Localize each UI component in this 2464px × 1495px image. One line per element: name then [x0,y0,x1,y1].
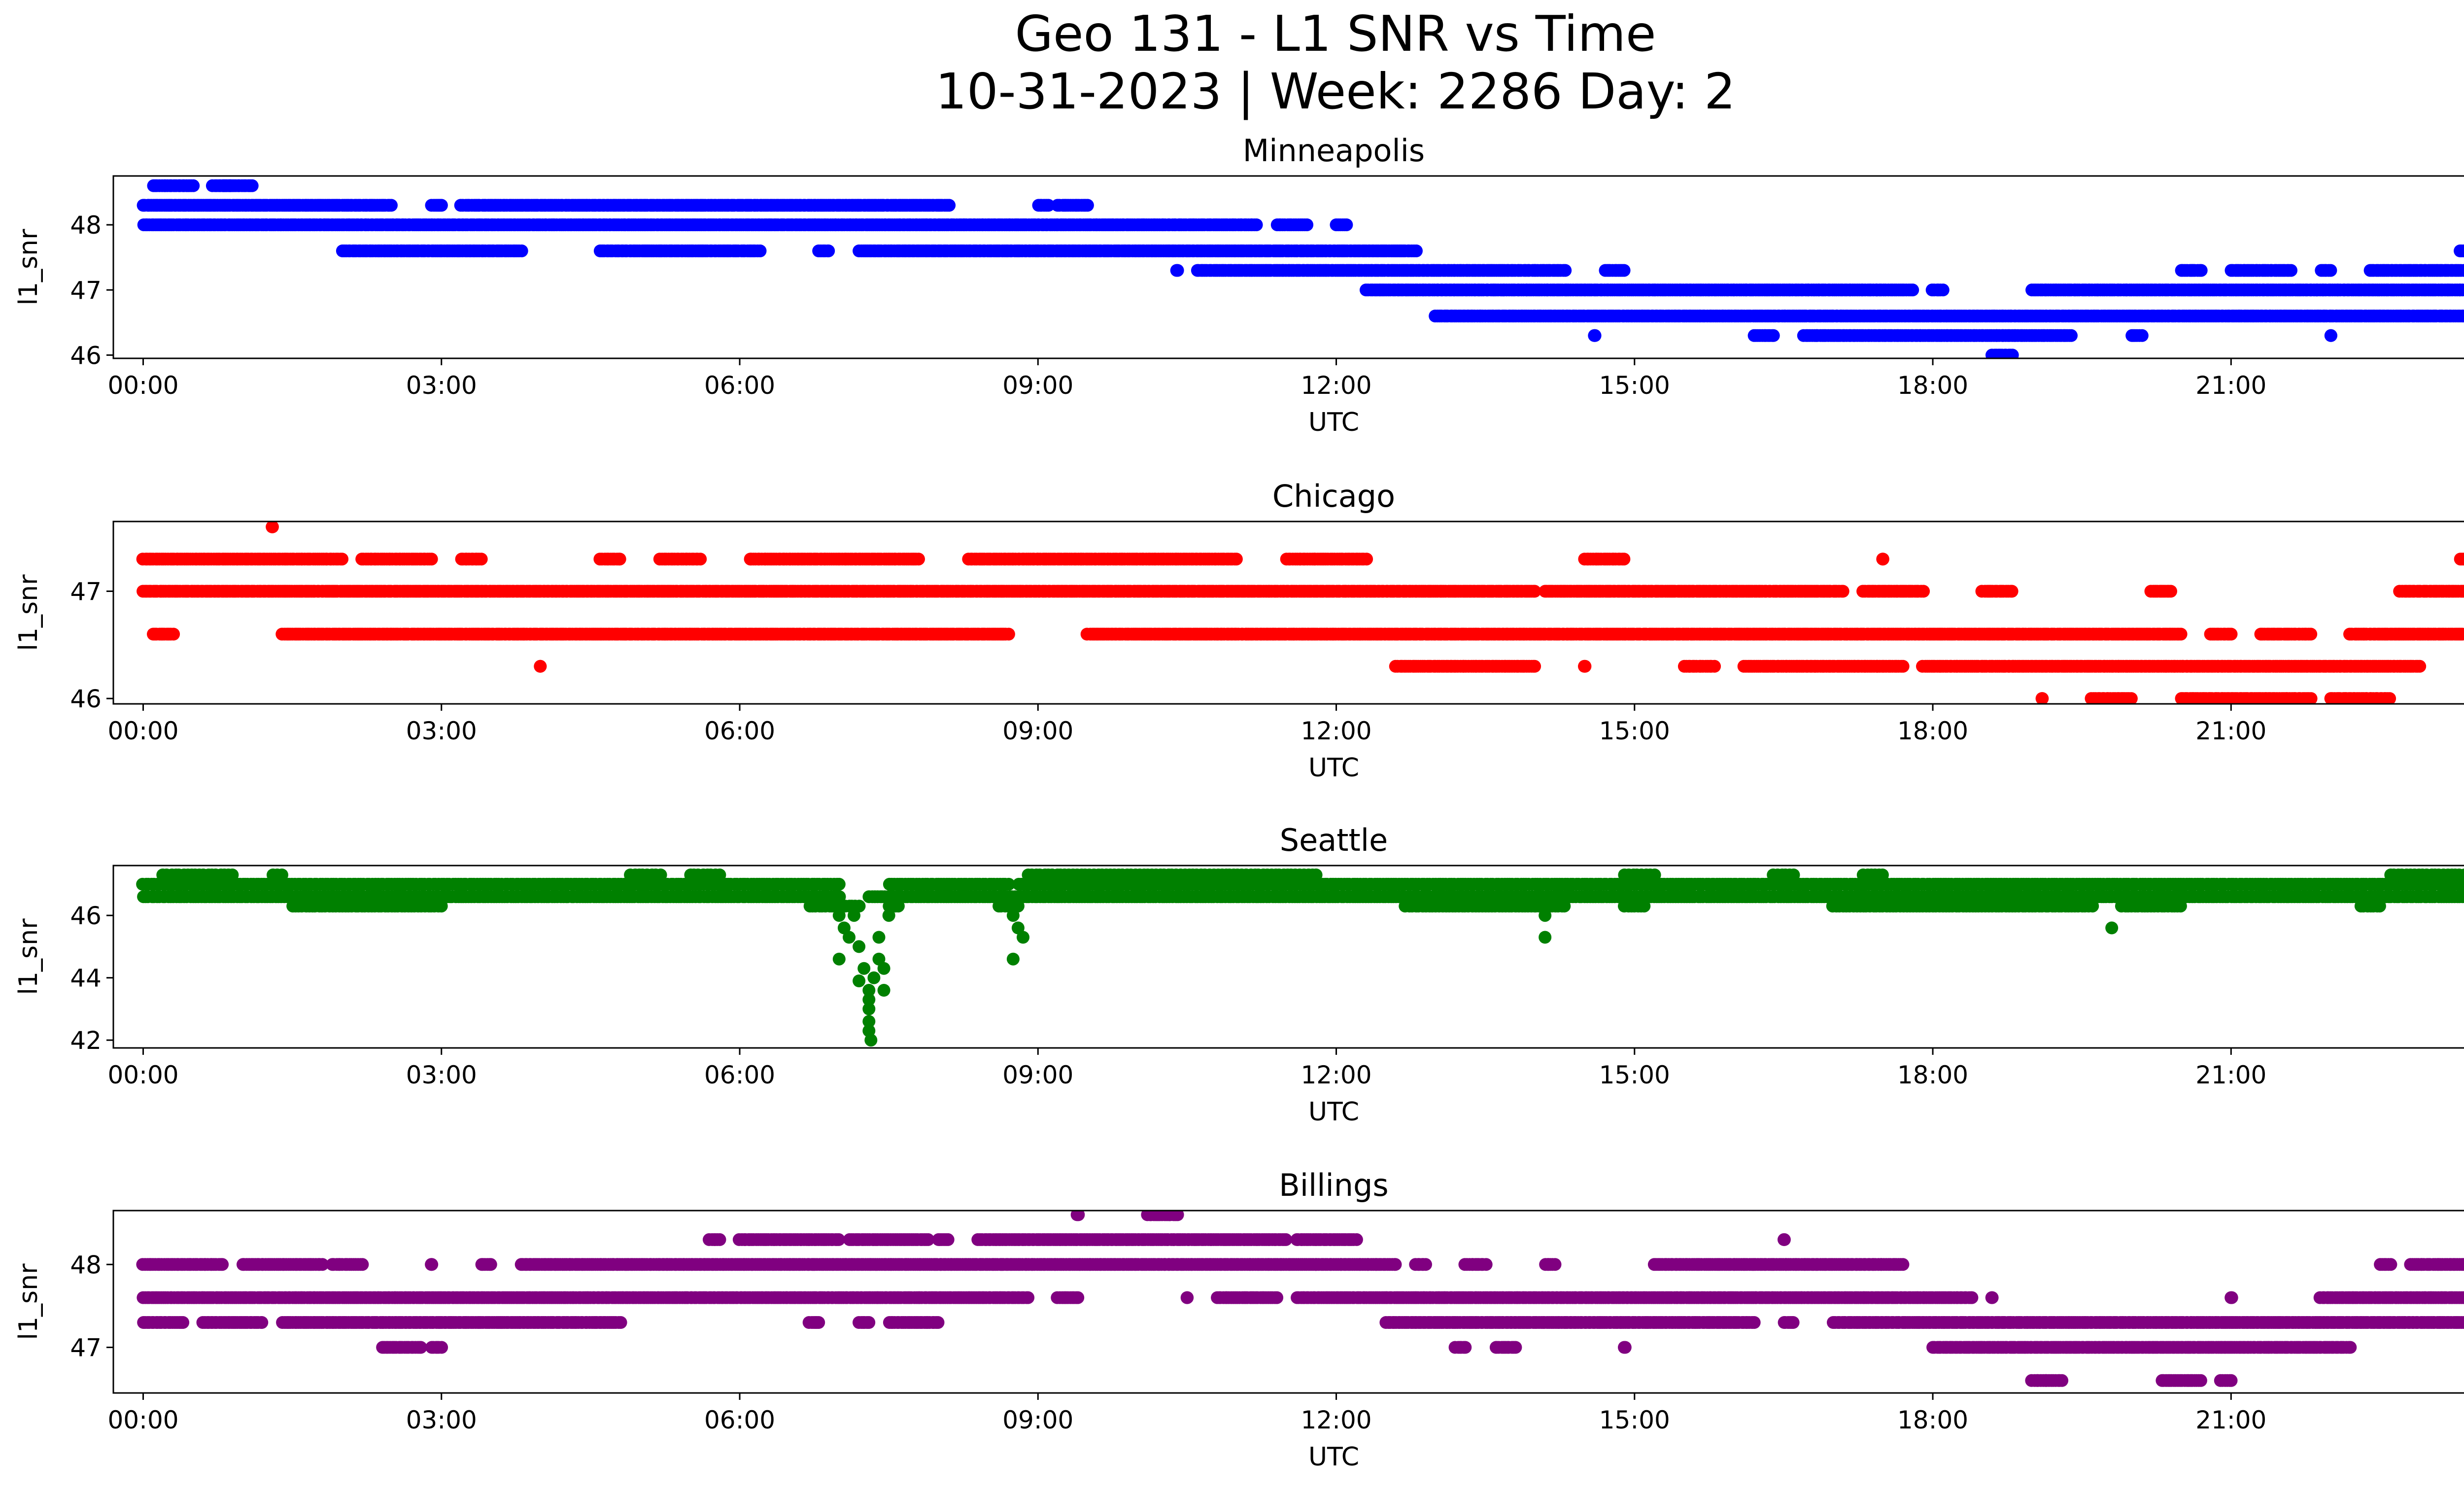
figure-title-line1: Geo 131 - L1 SNR vs Time [1015,5,1656,63]
data-point [1617,264,1631,277]
data-point [336,553,349,566]
data-point [2463,247,2464,255]
y-tick-label: 47 [70,276,102,305]
data-point [2135,329,2149,342]
data-point [1410,244,1423,257]
data-point [2461,554,2464,565]
data-point [2164,585,2177,598]
axes-frame [112,175,2464,359]
data-point [2324,329,2337,342]
panel-title: Chicago [1272,478,1395,514]
data-point [515,244,528,257]
data-point [1360,553,1373,566]
panels: Minneapolis 00:00 03:00 06:00 09:00 12:00 15:0… [14,133,2464,1472]
data-point [266,522,279,533]
data-point [943,199,956,212]
data-point [1002,627,1015,641]
data-point [1617,553,1631,566]
data-point [753,244,767,257]
panel-minneapolis: Minneapolis 00:00 03:00 06:00 09:00 12:00 15:0… [14,133,2464,437]
data-point [1936,283,1950,297]
data-point [2461,310,2464,322]
data-point [1042,199,1055,212]
x-tick-label: 12:00 [1300,371,1371,400]
data-point [1876,553,1889,566]
data-point [435,199,448,212]
data-point [2324,264,2337,277]
x-tick-label: 03:00 [406,371,477,400]
x-axis-label: UTC [1308,408,1359,437]
x-tick-label: 09:00 [1002,371,1073,400]
data-point [1230,553,1243,566]
data-point [2005,585,2019,598]
data-point [2462,265,2464,276]
data-point [425,553,438,566]
y-tick-label: 48 [70,211,102,240]
data-point [2006,348,2019,358]
data-point [1081,199,1094,212]
data-point [2285,264,2297,277]
scatter-points [137,179,2464,358]
data-point [613,553,626,566]
data-point [1559,264,1572,277]
data-point [1250,218,1263,232]
data-point [1917,585,1930,598]
data-point [2461,245,2464,257]
x-tick-label: 21:00 [2195,371,2266,400]
x-tick-label: 18:00 [1897,371,1968,400]
data-point [187,179,200,192]
y-tick-label: 46 [70,341,102,370]
data-point [2462,285,2464,295]
y-axis-label: l1_snr [14,229,43,306]
x-tick-label: 06:00 [704,371,775,400]
data-point [1836,585,1849,598]
data-point [912,553,925,566]
data-point [167,627,180,641]
figure-title-line2: 10-31-2023 | Week: 2286 Day: 2 [935,63,1735,120]
data-point [1767,329,1780,342]
panel-title: Minneapolis [1243,133,1425,169]
data-point [475,553,488,566]
data-point [245,179,259,192]
scatter-points [136,522,2464,704]
x-tick-label: 15:00 [1599,371,1670,400]
data-point [2194,264,2208,277]
data-point [694,553,707,566]
data-point [1171,264,1184,277]
data-point [1588,329,1601,342]
data-point [822,244,835,257]
data-point [1340,218,1353,232]
data-point [2065,329,2078,342]
x-tick-label: 00:00 [107,371,178,400]
data-point [1300,218,1314,232]
data-point [385,199,398,212]
data-point [1906,283,1919,297]
